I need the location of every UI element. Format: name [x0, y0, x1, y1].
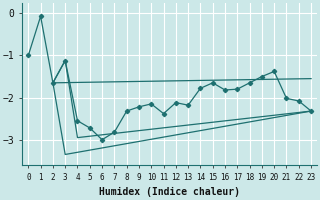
X-axis label: Humidex (Indice chaleur): Humidex (Indice chaleur) [99, 187, 240, 197]
